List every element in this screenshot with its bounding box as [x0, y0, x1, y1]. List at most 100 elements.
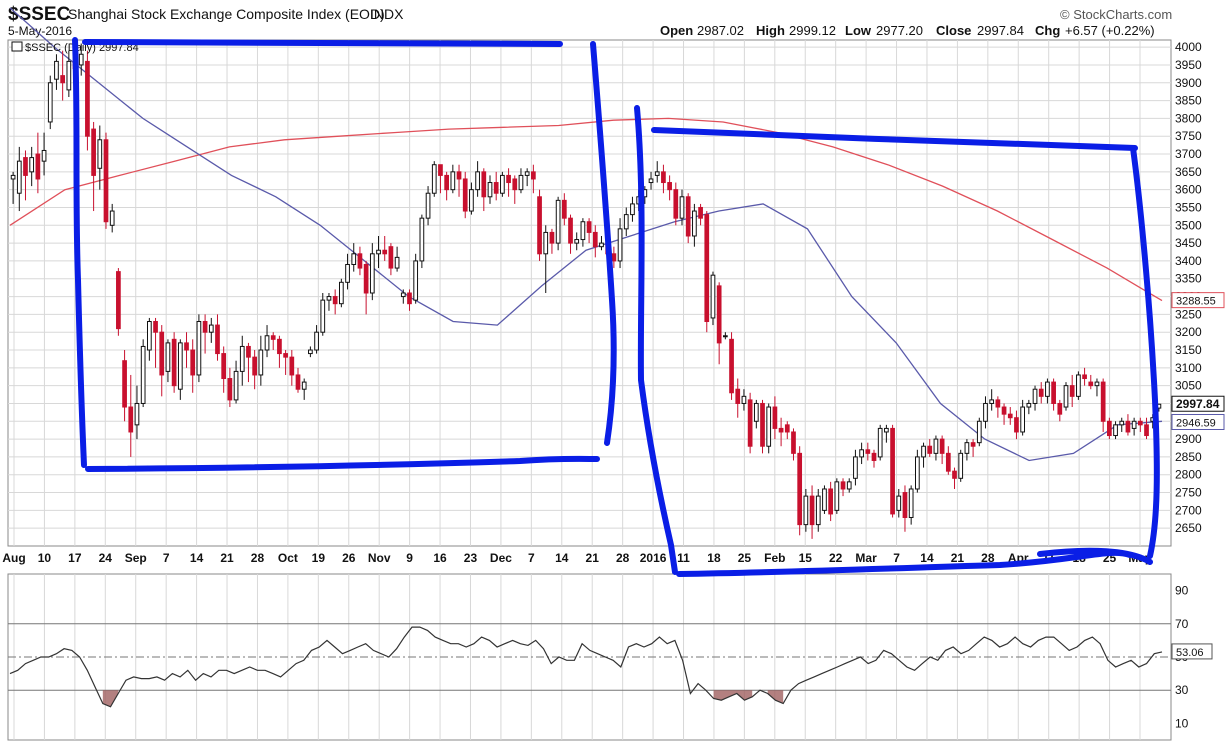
candle-body — [952, 470, 957, 479]
candle-body — [10, 174, 16, 180]
ma-long-tag-box — [1171, 292, 1225, 309]
chg-value: +6.57 (+0.22%) — [1065, 23, 1155, 38]
candle-body — [258, 349, 264, 376]
candle-body — [1094, 381, 1100, 387]
candle-body — [78, 53, 84, 66]
candle-body — [840, 481, 846, 490]
candle-body — [710, 274, 716, 319]
low-value: 2977.20 — [876, 23, 923, 38]
candle-body — [512, 178, 518, 191]
candle-body — [933, 438, 939, 454]
price-y-tick: 3950 — [1175, 58, 1202, 72]
candle-body — [667, 182, 672, 191]
candle-body — [320, 299, 326, 333]
x-tick-label: 7 — [528, 551, 535, 565]
candle-body — [592, 231, 598, 248]
candle-body — [351, 253, 357, 265]
candle-body — [338, 281, 344, 305]
x-tick-label: 19 — [312, 551, 326, 565]
candle-body — [908, 488, 914, 518]
candle-body — [54, 60, 59, 80]
candle-body — [1144, 424, 1149, 437]
rsi-last-value: 53.06 — [1176, 647, 1204, 659]
candle-body — [295, 374, 301, 390]
candle-body — [623, 214, 629, 230]
x-tick-label: 21 — [220, 551, 234, 565]
x-tick-label: Dec — [490, 551, 512, 565]
rsi-y-tick: 90 — [1175, 584, 1189, 598]
candle-body — [388, 246, 394, 269]
candle-body — [103, 139, 109, 223]
rsi-line — [9, 626, 1163, 708]
rsi-tag-box — [1171, 643, 1213, 660]
candle-body — [611, 253, 617, 262]
ohlc-readout: Open 2987.02 High 2999.12 Low 2977.20 Cl… — [660, 23, 1155, 38]
candle-body — [66, 60, 72, 91]
rsi-y-tick: 70 — [1175, 617, 1189, 631]
candle-body — [1082, 374, 1087, 380]
candle-body — [902, 492, 908, 518]
rsi-oversold-area — [102, 690, 119, 707]
candle-body — [1088, 381, 1094, 387]
candle-body — [41, 149, 47, 162]
candle-body — [729, 338, 734, 394]
candle-body — [1032, 388, 1038, 404]
rsi-grid — [8, 623, 1171, 691]
candle-body — [1131, 420, 1137, 429]
price-y-tick: 2800 — [1175, 468, 1202, 482]
candle-body — [475, 171, 480, 191]
candle-body — [865, 449, 871, 454]
candle-body — [766, 406, 772, 447]
ma-short-layer — [9, 7, 1163, 462]
price-y-tick: 3450 — [1175, 236, 1202, 250]
candle-body — [444, 174, 450, 191]
candle-body — [1119, 420, 1125, 426]
candle-body — [822, 488, 827, 511]
candle-body — [654, 171, 660, 176]
candle-body — [617, 228, 623, 262]
x-tick-label: 15 — [799, 551, 813, 565]
stockcharts-brand[interactable]: © StockCharts.com — [1060, 7, 1172, 22]
ma-long-tag: 3288.55 — [1176, 296, 1216, 308]
candle-body — [809, 495, 815, 526]
candle-body — [128, 406, 134, 433]
candle-body — [846, 481, 852, 490]
candle-body — [190, 349, 196, 376]
annotation-box-right — [634, 105, 1160, 577]
candle-body — [568, 217, 573, 244]
close-tag-box — [1171, 395, 1225, 412]
candle-body — [772, 406, 778, 429]
candle-body — [1125, 420, 1131, 433]
candle-body — [704, 214, 710, 323]
candle-body — [239, 345, 245, 372]
candle-body — [890, 427, 895, 515]
candle-body — [989, 399, 995, 404]
candle-body — [153, 321, 158, 333]
candle-body — [995, 399, 1001, 408]
candle-body — [580, 221, 586, 241]
price-y-tick: 3250 — [1175, 307, 1202, 321]
candle-body — [221, 353, 227, 380]
candle-body — [518, 174, 524, 191]
candle-body — [834, 481, 840, 511]
price-tags: 3288.55 2997.84 2946.59 — [1171, 292, 1225, 430]
candle-body — [326, 296, 332, 301]
x-tick-label: 24 — [99, 551, 113, 565]
candle-body — [630, 203, 635, 216]
candle-body — [741, 395, 747, 404]
close-label: Close — [936, 23, 971, 38]
candle-body — [970, 442, 976, 447]
price-y-tick: 3850 — [1175, 94, 1202, 108]
candle-body — [939, 438, 945, 454]
price-y-tick: 3800 — [1175, 111, 1202, 125]
candle-body — [462, 178, 468, 212]
candle-body — [958, 452, 964, 479]
candle-body — [753, 402, 759, 422]
candle-body — [698, 206, 703, 219]
candle-body — [1026, 402, 1032, 408]
candle-body — [413, 260, 419, 301]
candle-body — [35, 153, 41, 180]
candle-body — [419, 217, 425, 262]
x-tick-label: Nov — [368, 551, 391, 565]
